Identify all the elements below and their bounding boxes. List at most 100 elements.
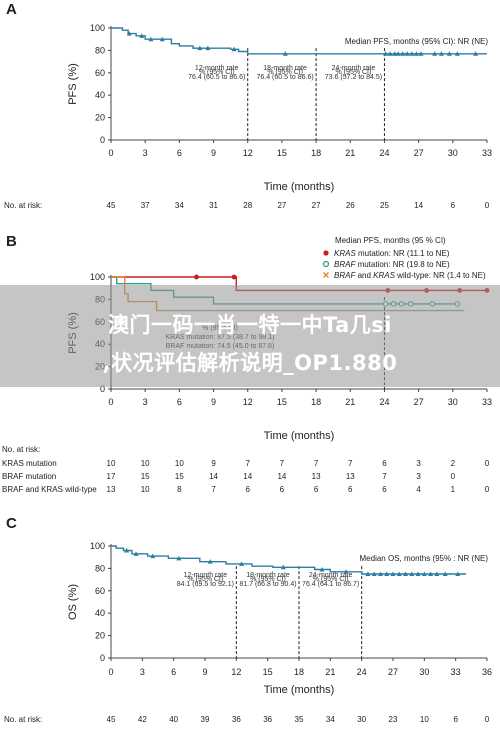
censor-marker [231, 46, 237, 52]
y-axis-title: PFS (%) [67, 63, 79, 105]
x-tick-label: 12 [243, 397, 253, 407]
legend-marker-braf [322, 260, 330, 268]
landmark-rate-text: 12-month rate [195, 65, 239, 72]
y-tick-label: 60 [95, 586, 105, 596]
landmark-rate-text: % (95% CI) [336, 69, 372, 76]
legend-marker-wildtype [323, 272, 329, 278]
x-tick-label: 15 [277, 148, 287, 158]
x-tick-label: 24 [379, 148, 389, 158]
censor-marker [319, 567, 325, 572]
y-tick-label: 100 [90, 23, 105, 33]
censor-marker [384, 571, 390, 576]
censor-marker [434, 571, 440, 576]
censor-marker [395, 51, 401, 56]
censor-marker [455, 571, 461, 576]
censor-marker [421, 571, 427, 576]
x-tick-label: 12 [231, 667, 241, 677]
censor-marker [432, 51, 438, 56]
risk-count: 14 [277, 472, 286, 481]
landmark-rate-text: % (95% CI) [313, 576, 349, 583]
risk-count: 7 [348, 459, 353, 468]
risk-count: 14 [209, 472, 218, 481]
risk-count: 6 [246, 485, 251, 494]
risk-count: 0 [485, 201, 490, 210]
risk-count: 7 [382, 472, 387, 481]
y-tick-label: 0 [100, 653, 105, 663]
risk-count: 40 [169, 715, 178, 724]
risk-count: 0 [485, 485, 490, 494]
panel-letter-A: A [6, 1, 17, 18]
risk-count: 3 [416, 459, 421, 468]
legend-entry-part: BRAF [334, 271, 356, 280]
censor-marker [197, 45, 203, 51]
legend-entry-part: mutation: NR (11.1 to NE) [356, 249, 450, 258]
risk-count: 14 [243, 472, 252, 481]
x-tick-label: 33 [482, 148, 492, 158]
legend-entry-part: mutation: NR (19.8 to NE) [355, 260, 450, 269]
censor-marker [418, 51, 424, 56]
x-tick-label: 6 [177, 397, 182, 407]
censor-marker [446, 51, 452, 56]
censor-marker [205, 45, 211, 51]
landmark-rate-text: 12-month rate [184, 572, 228, 579]
x-tick-label: 33 [482, 397, 492, 407]
censor-marker [454, 51, 460, 56]
y-tick-label: 100 [90, 272, 105, 282]
risk-count: 35 [295, 715, 304, 724]
censor-marker [404, 51, 410, 56]
landmark-rate-text: % (95% CI) [199, 69, 235, 76]
risk-count: 27 [277, 201, 286, 210]
risk-count: 36 [263, 715, 272, 724]
landmark-rate-text: % (95% CI) [267, 69, 303, 76]
legend-entry-part: KRAS [373, 271, 395, 280]
panel-letter-C: C [6, 515, 17, 532]
risk-count: 0 [485, 715, 490, 724]
censor-marker [383, 51, 389, 56]
risk-count: 14 [414, 201, 423, 210]
x-tick-label: 33 [451, 667, 461, 677]
risk-count: 10 [175, 459, 184, 468]
series-line-teal [111, 545, 467, 575]
x-axis-title: Time (months) [264, 181, 335, 193]
risk-count: 45 [107, 201, 116, 210]
legend-entry-part: BRAF [334, 260, 356, 269]
risk-count: 8 [177, 485, 182, 494]
risk-count: 6 [451, 201, 456, 210]
x-tick-label: 21 [325, 667, 335, 677]
risk-count: 13 [312, 472, 321, 481]
risk-count: 7 [211, 485, 216, 494]
x-tick-label: 3 [140, 667, 145, 677]
overlay-text-line2: ,状况评估解析说明_OP1.880 [102, 351, 398, 375]
series-line-teal [111, 27, 487, 55]
risk-count: 10 [107, 459, 116, 468]
risk-count: 10 [420, 715, 429, 724]
risk-count: 37 [141, 201, 150, 210]
y-tick-label: 80 [95, 563, 105, 573]
x-tick-label: 30 [448, 397, 458, 407]
risk-count: 17 [107, 472, 116, 481]
y-tick-label: 20 [95, 631, 105, 641]
x-axis-title: Time (months) [264, 430, 335, 442]
y-tick-label: 40 [95, 608, 105, 618]
risk-count: 10 [141, 485, 150, 494]
risk-row-label: BRAF and KRAS wild-type [2, 485, 97, 494]
censor-marker [371, 571, 377, 576]
risk-count: 2 [451, 459, 456, 468]
x-tick-label: 15 [263, 667, 273, 677]
risk-row-label: BRAF mutation [2, 472, 56, 481]
y-tick-label: 40 [95, 90, 105, 100]
x-tick-label: 27 [388, 667, 398, 677]
censor-marker [377, 571, 383, 576]
y-tick-label: 80 [95, 45, 105, 55]
risk-count: 7 [280, 459, 285, 468]
landmark-rate-text: 18-month rate [263, 65, 307, 72]
risk-count: 15 [175, 472, 184, 481]
legend-marker-kras [323, 250, 329, 256]
risk-count: 6 [382, 459, 387, 468]
risk-count: 3 [416, 472, 421, 481]
x-tick-label: 3 [143, 397, 148, 407]
risk-count: 13 [346, 472, 355, 481]
watermark-overlay [0, 285, 500, 387]
x-tick-label: 9 [202, 667, 207, 677]
y-tick-label: 60 [95, 68, 105, 78]
